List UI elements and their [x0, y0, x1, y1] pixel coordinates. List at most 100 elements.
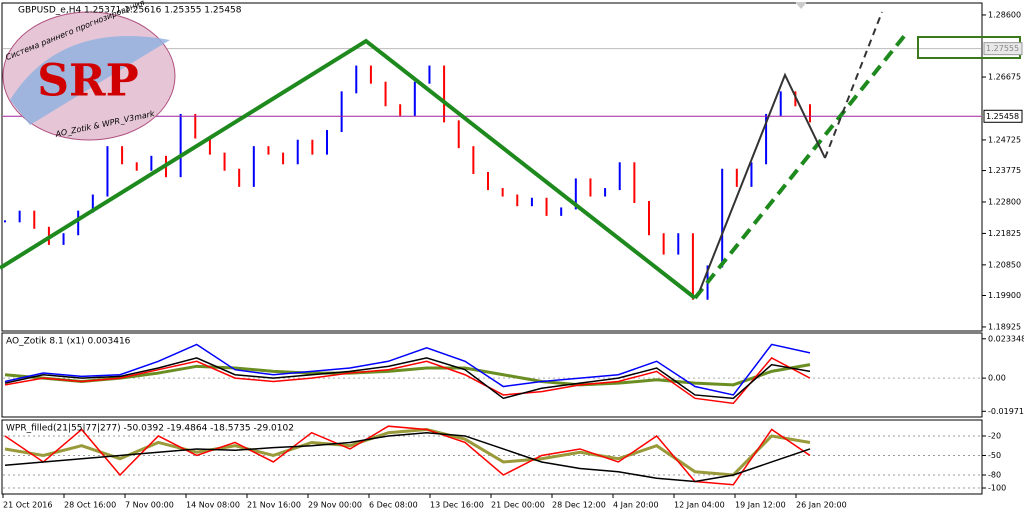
price-bar [326, 130, 328, 155]
price-bar [223, 152, 226, 171]
wave-projection [824, 11, 883, 159]
x-tick-label: 13 Dec 16:00 [430, 501, 484, 510]
wave-line [699, 72, 826, 291]
price-bar [296, 139, 299, 165]
price-bar [121, 146, 124, 165]
price-bar [33, 210, 36, 229]
x-tick-label: 26 Jan 20:00 [796, 501, 847, 510]
x-tick-label: 28 Oct 16:00 [64, 501, 116, 510]
y-tick-label: 1.20850 [988, 260, 1021, 269]
shift-marker [795, 2, 807, 9]
y-tick-label: -50 [988, 451, 1001, 460]
y-tick-label: 1.18925 [988, 322, 1021, 331]
indicator-title: WPR_filled(21|55|77|277) -50.0392 -19.48… [6, 424, 294, 434]
price-bar [399, 104, 402, 116]
logo-text: SRP [37, 56, 138, 107]
price-bar [779, 91, 782, 116]
x-tick-label: 21 Oct 2016 [3, 501, 52, 510]
price-bar [135, 162, 138, 171]
level-box [983, 42, 1023, 56]
price-bar [355, 65, 358, 94]
price-bar [282, 152, 285, 165]
price-bar [106, 146, 109, 197]
y-tick-label: 1.22800 [988, 197, 1021, 206]
x-tick-label: 21 Nov 16:00 [247, 501, 301, 510]
price-box [983, 109, 1023, 123]
x-tick-label: 6 Dec 08:00 [369, 501, 418, 510]
y-tick-label: 0.023348 [988, 334, 1024, 343]
x-tick-label: 12 Jan 04:00 [674, 501, 725, 510]
y-tick-label: 1.21825 [988, 229, 1021, 238]
logo-swoosh [10, 36, 170, 125]
plot-layer [3, 48, 981, 489]
price-bar [677, 233, 680, 255]
price-bar [208, 136, 211, 155]
level-label: 1.27555 [986, 44, 1019, 53]
x-tick-label: 29 Nov 00:00 [308, 501, 362, 510]
y-tick-label: 1.28600 [988, 10, 1021, 19]
price-bar [4, 220, 6, 223]
price-bar [530, 197, 533, 207]
price-bar [91, 194, 94, 213]
price-bar [574, 178, 577, 210]
x-tick-label: 7 Nov 00:00 [125, 501, 174, 510]
price-bar [721, 168, 724, 268]
price-bar [487, 171, 489, 191]
y-tick-label: 1.24725 [988, 135, 1021, 144]
price-bar [560, 207, 563, 216]
price-bar [77, 210, 80, 236]
indicator-line [4, 425, 811, 486]
indicator-line [4, 356, 811, 405]
price-panel [1, 2, 983, 332]
y-tick-label: 1.26675 [988, 73, 1021, 82]
price-bar [384, 81, 387, 107]
price-bar [618, 162, 621, 191]
price-bar [428, 65, 431, 84]
price-bar [501, 188, 504, 197]
indicator-line [4, 357, 811, 400]
price-bar [179, 113, 182, 178]
wpr-panel [1, 419, 983, 495]
y-tick-label: 1.23775 [988, 166, 1021, 175]
price-bar [267, 146, 270, 155]
price-bar [765, 113, 768, 165]
ao-panel [1, 332, 983, 418]
price-bar [589, 178, 592, 197]
price-bar [750, 162, 753, 187]
price-bar [194, 113, 197, 139]
price-bar [238, 168, 241, 187]
y-tick-label: -80 [988, 470, 1001, 479]
x-tick-label: 21 Dec 00:00 [491, 501, 545, 510]
price-bar [340, 91, 343, 133]
y-tick-label: 0.00 [988, 374, 1006, 383]
price-label: 1.25458 [986, 112, 1019, 121]
price-bar [604, 188, 607, 197]
y-tick-label: -20 [988, 431, 1001, 440]
x-tick-label: 19 Jan 12:00 [735, 501, 786, 510]
trend-line [0, 38, 697, 300]
price-bar [633, 162, 636, 203]
price-bar [62, 233, 65, 245]
price-bar [369, 65, 372, 84]
logo: SRP Система раннего прогнозирования AO_Z… [2, 0, 176, 141]
indicator-line [4, 431, 811, 483]
x-tick-label: 14 Nov 08:00 [186, 501, 240, 510]
y-tick-label: -0.019717 [988, 407, 1024, 416]
price-bar [311, 139, 314, 155]
x-tick-label: 28 Dec 12:00 [552, 501, 606, 510]
price-bar [648, 200, 650, 236]
price-bar [735, 168, 738, 187]
price-bar [545, 197, 548, 216]
y-tick-label: -100 [988, 483, 1006, 492]
price-bar [662, 233, 665, 255]
chart-header: GBPUSD_e,H4 1.25371 1.25616 1.25355 1.25… [18, 6, 242, 16]
price-bar [809, 104, 811, 123]
price-bar [252, 146, 255, 187]
indicator-line [4, 343, 811, 396]
price-bar [457, 120, 460, 149]
indicator-title: AO_Zotik 8.1 (x1) 0.003416 [6, 337, 131, 347]
y-tick-label: 1.19900 [988, 291, 1021, 300]
price-bar [413, 81, 416, 116]
price-bar [443, 65, 446, 123]
